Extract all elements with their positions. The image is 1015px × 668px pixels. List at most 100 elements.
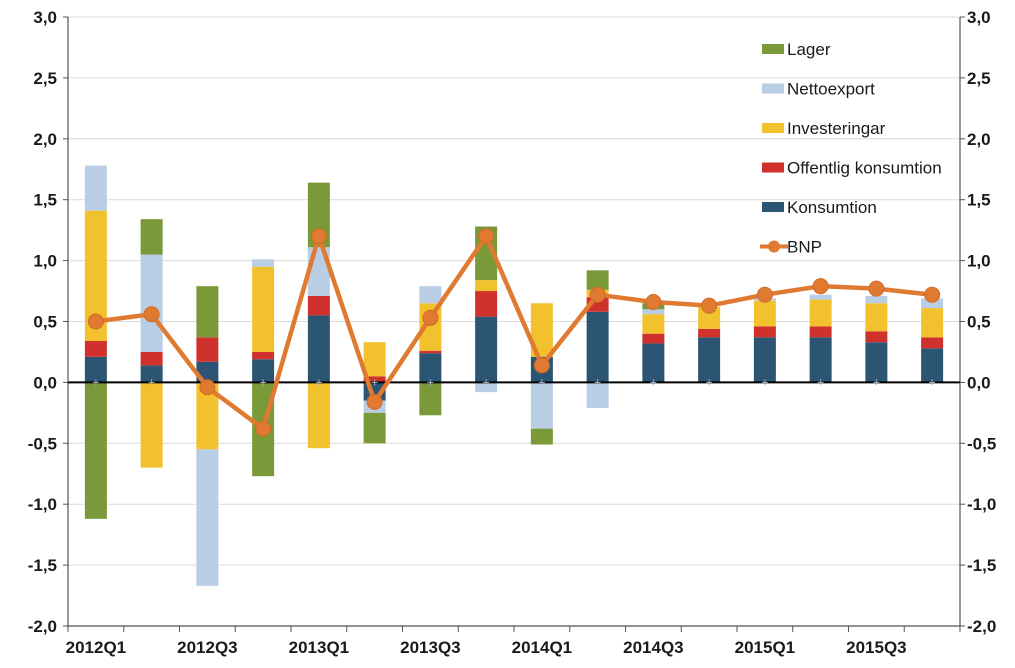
bar-investeringar [307,382,330,449]
bar-lager [140,219,163,255]
bnp-point [255,420,272,437]
legend-label-bnp: BNP [787,238,822,257]
legend-swatch-nettoexport [762,83,784,94]
bar-investeringar [865,303,888,332]
bnp-point [87,313,104,330]
bar-offentlig-konsumtion [809,326,832,338]
y-tick-label-right: 2,5 [967,69,991,88]
bnp-point [701,297,718,314]
y-tick-label-right: 2,0 [967,130,991,149]
legend-swatch-offentlig-konsumtion [762,162,784,173]
bnp-point [589,286,606,303]
bar-investeringar [140,382,163,468]
bar-investeringar [753,300,776,327]
bar-nettoexport [865,295,888,304]
bar-investeringar [252,266,275,352]
y-tick-label-left: -2,0 [28,617,57,636]
bar-offentlig-konsumtion [140,351,163,366]
y-tick-label-right: 0,0 [967,373,991,392]
bar-offentlig-konsumtion [84,340,107,357]
bar-nettoexport [252,259,275,267]
y-tick-label-left: -1,5 [28,556,57,575]
y-tick-label-right: -0,5 [967,434,996,453]
bnp-point [422,309,439,326]
x-tick-label: 2014Q1 [512,638,573,657]
bar-offentlig-konsumtion [698,328,721,338]
bar-offentlig-konsumtion [307,295,330,316]
y-tick-label-right: 1,0 [967,252,991,271]
bar-konsumtion [84,356,107,383]
bar-konsumtion [252,359,275,383]
y-tick-label-right: 1,5 [967,191,991,210]
x-tick-label: 2015Q3 [846,638,907,657]
bar-offentlig-konsumtion [419,350,442,354]
bar-konsumtion [140,365,163,383]
bar-nettoexport [140,254,163,352]
bar-investeringar [530,303,553,357]
bar-nettoexport [475,382,498,393]
bar-investeringar [475,280,498,292]
y-tick-label-right: -1,5 [967,556,996,575]
bar-lager [419,382,442,416]
bar-lager [363,412,386,444]
y-tick-label-left: 3,0 [33,8,57,27]
bnp-point [478,228,495,245]
bnp-point [756,286,773,303]
bar-nettoexport [642,309,665,315]
bar-konsumtion [475,316,498,383]
bar-offentlig-konsumtion [475,291,498,317]
x-tick-label: 2015Q1 [735,638,796,657]
legend-label-offentlig-konsumtion: Offentlig konsumtion [787,159,942,178]
axes: 3,0 3,0 2,5 2,5 2,0 2,0 1,5 1,5 1,0 1,0 0,5 0,5 0,0 0… [28,8,997,657]
y-tick-label-left: -0,5 [28,434,57,453]
y-tick-label-left: 2,5 [33,69,57,88]
bnp-line-path [95,233,933,431]
bar-investeringar [642,314,665,334]
bar-nettoexport [921,298,944,309]
bar-investeringar [84,210,107,341]
bar-nettoexport [586,382,609,408]
legend-swatch-investeringar [762,123,784,133]
legend: Lager Nettoexport Investeringar Offentlig k… [760,40,942,257]
bar-konsumtion [698,337,721,383]
bar-konsumtion [921,348,944,383]
bar-konsumtion [307,315,330,383]
legend-swatch-lager [762,44,784,54]
y-tick-label-left: 1,5 [33,191,57,210]
bar-lager [586,270,609,290]
bar-offentlig-konsumtion [642,333,665,344]
bar-investeringar [363,342,386,377]
bars [84,165,944,586]
bnp-point [310,228,327,245]
x-tick-label: 2014Q3 [623,638,684,657]
bar-nettoexport [530,382,553,429]
bar-lager [196,286,219,338]
bar-lager [84,382,107,519]
bar-konsumtion [865,342,888,383]
bar-nettoexport [84,165,107,211]
y-tick-label-right: -1,0 [967,495,996,514]
bar-nettoexport [809,294,832,300]
bar-investeringar [196,382,219,450]
legend-label-lager: Lager [787,40,831,59]
legend-label-nettoexport: Nettoexport [787,80,875,99]
bar-offentlig-konsumtion [865,331,888,343]
bar-lager [530,428,553,445]
bar-investeringar [809,299,832,327]
bar-offentlig-konsumtion [252,351,275,360]
bnp-point [812,278,829,295]
y-tick-label-left: 0,0 [33,373,57,392]
bar-investeringar [921,308,944,338]
bnp-point [645,294,662,311]
y-tick-label-right: -2,0 [967,617,996,636]
bar-investeringar [698,306,721,329]
bar-offentlig-konsumtion [363,376,386,383]
bar-konsumtion [419,353,442,383]
legend-label-konsumtion: Konsumtion [787,198,877,217]
bnp-point [143,306,160,323]
legend-marker-bnp [768,240,780,253]
y-tick-label-left: 1,0 [33,252,57,271]
y-tick-label-left: 2,0 [33,130,57,149]
